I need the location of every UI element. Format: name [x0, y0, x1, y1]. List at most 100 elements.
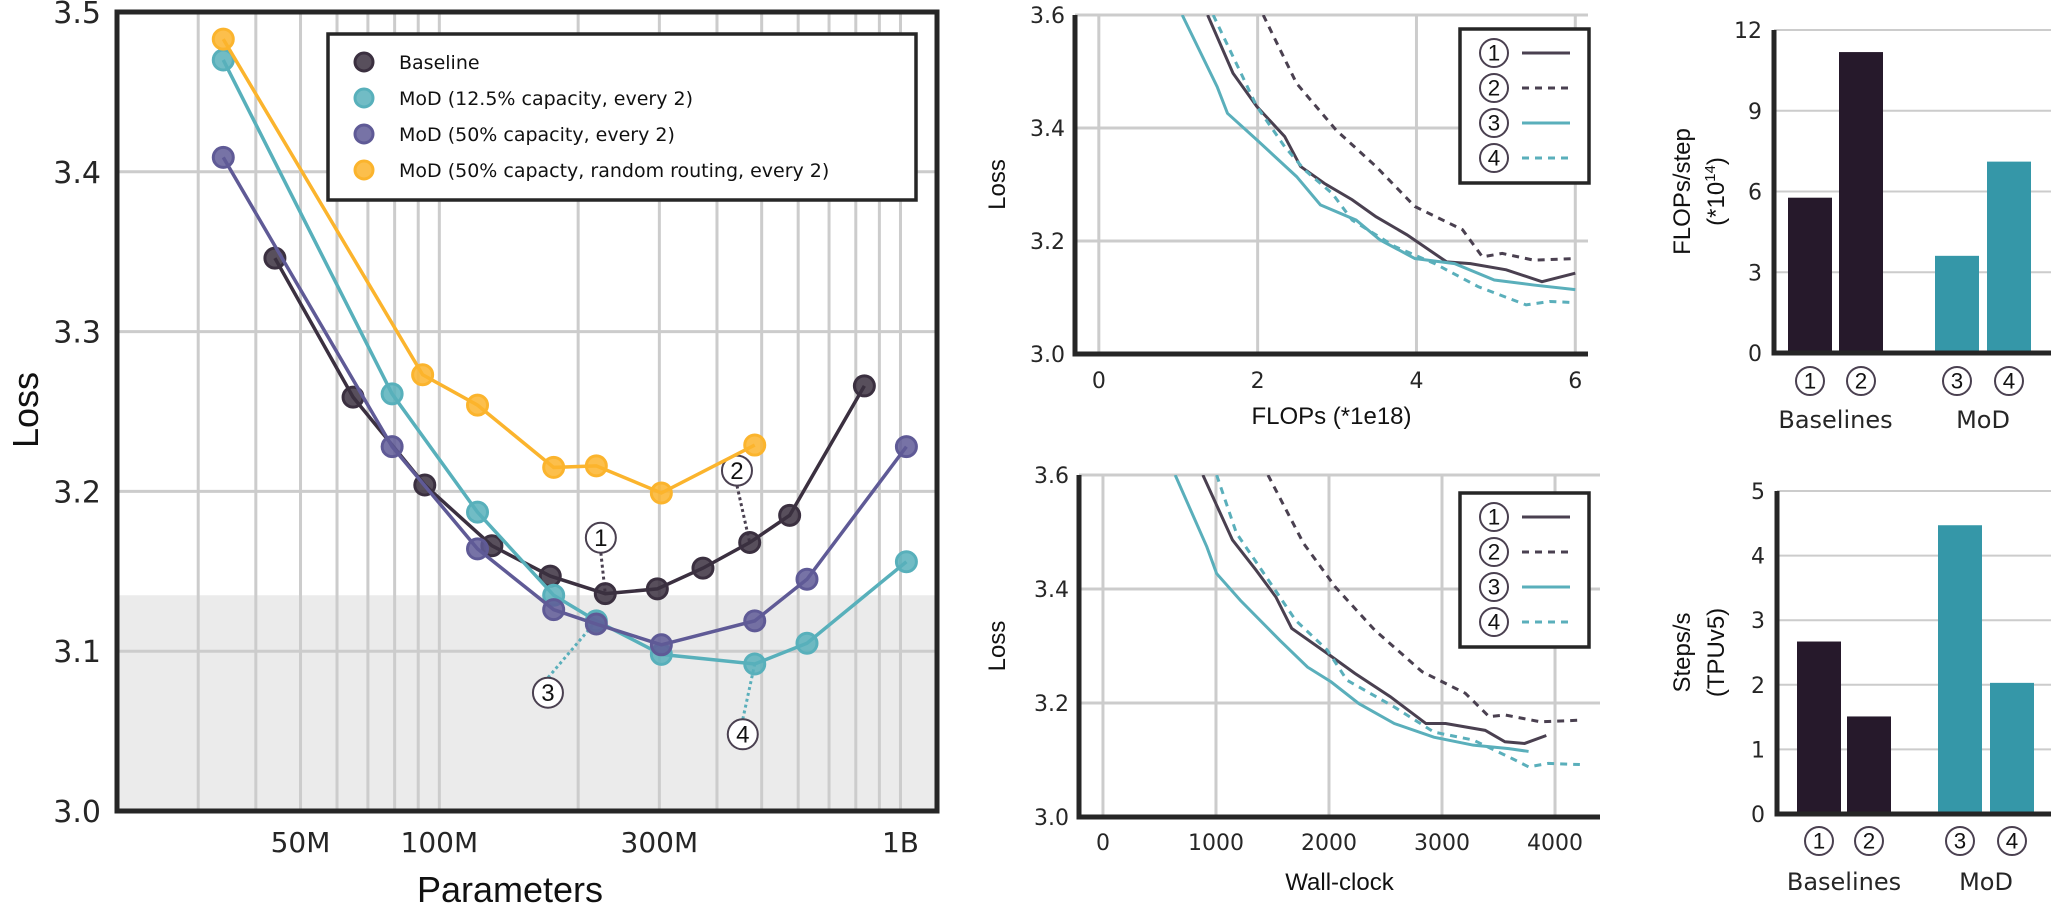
data-point	[743, 652, 767, 676]
data-point	[894, 435, 918, 459]
x-tick-label: 0	[1096, 831, 1110, 856]
series-line-2	[1261, 15, 1576, 262]
legend-marker-3: 3	[1479, 108, 1509, 138]
bar-3	[1935, 255, 1979, 353]
legend-marker	[353, 159, 375, 181]
legend-marker-4: 4	[1479, 607, 1509, 637]
legend-marker-1: 1	[1479, 502, 1509, 532]
circle-marker	[1942, 366, 1972, 396]
series-line-2	[1266, 475, 1582, 724]
circle-number: 2	[1855, 369, 1867, 394]
bar-2	[1847, 716, 1891, 814]
legend-marker	[353, 87, 375, 109]
series-line	[273, 257, 866, 596]
x-tick-label: 2000	[1301, 831, 1357, 856]
data-point	[649, 633, 673, 657]
y-tick-label: 3	[1748, 261, 1762, 286]
circle-number: 4	[2006, 829, 2018, 854]
y-tick-label: 0	[1748, 342, 1762, 367]
legend-label: MoD (12.5% capacity, every 2)	[399, 88, 693, 110]
y-tick-label: 3.0	[1034, 806, 1069, 831]
y-axis-label: Loss	[5, 372, 46, 448]
circle-marker	[1479, 38, 1509, 68]
axis-spines	[1072, 15, 1588, 357]
legend-marker-2: 2	[1479, 537, 1509, 567]
x-axis-label: Wall-clock	[1285, 869, 1394, 896]
y-tick-label: 3.3	[53, 316, 101, 351]
y-tick-label: 5	[1751, 480, 1765, 505]
circle-number: 4	[2003, 369, 2015, 394]
bar-2	[1839, 52, 1883, 354]
legend-label: MoD (50% capacity, every 2)	[399, 124, 675, 146]
data-point	[894, 550, 918, 574]
legend: 1 2 3 4	[1458, 27, 1591, 185]
legend-label: MoD (50% capacty, random routing, every …	[399, 160, 829, 182]
plot-frame	[114, 9, 940, 814]
data-point	[411, 363, 435, 387]
x-tick-label: 100M	[401, 826, 479, 859]
bar-category-2: 2	[1846, 366, 1876, 396]
bar-category-4: 4	[1997, 826, 2027, 856]
y-tick-label: 3	[1751, 609, 1765, 634]
circle-marker	[1479, 143, 1509, 173]
data-point	[649, 481, 673, 505]
x-tick-label: 300M	[621, 826, 699, 859]
circle-marker	[1804, 826, 1834, 856]
data-point	[380, 382, 404, 406]
circle-marker	[726, 718, 759, 751]
group-label-baselines: Baselines	[1787, 868, 1901, 896]
circle-number: 4	[1488, 610, 1500, 635]
steps-per-second-chart: 0 1 2 3 4 5 1 2 3 4 Baselines MoD Steps/s (TPUv5)	[1669, 480, 2051, 896]
bar-3	[1938, 525, 1982, 814]
data-point	[466, 500, 490, 524]
x-tick-label: 3000	[1414, 831, 1470, 856]
wallclock-loss-chart: 0 1000 2000 3000 4000 3.0 3.2 3.4 3.6 Wall-clock L…	[984, 464, 1600, 896]
data-point	[542, 598, 566, 622]
unit-text: (TPUv5)	[1703, 608, 1730, 697]
annotation-leader-line	[599, 552, 607, 594]
legend-box	[326, 32, 918, 202]
unit-text-end: )	[1703, 157, 1730, 165]
circle-marker	[1994, 366, 2024, 396]
circle-marker	[1795, 366, 1825, 396]
group-label-mod: MoD	[1959, 868, 2013, 896]
legend: Baseline MoD (12.5% capacity, every 2) MoD…	[326, 32, 918, 202]
series-line-3	[1180, 15, 1576, 292]
circle-marker	[584, 521, 617, 554]
circle-number: 4	[1488, 146, 1500, 171]
y-tick-label: 4	[1751, 545, 1765, 570]
x-tick-label: 4	[1409, 369, 1423, 394]
x-tick-label: 6	[1568, 369, 1582, 394]
circle-number: 3	[1488, 575, 1500, 600]
x-tick-label: 4000	[1527, 831, 1583, 856]
annotation-1: 1	[584, 521, 617, 554]
circle-marker	[1479, 572, 1509, 602]
circle-number: 3	[1488, 111, 1500, 136]
legend-marker	[353, 51, 375, 73]
circle-number: 1	[594, 525, 607, 552]
y-tick-label: 2	[1751, 674, 1765, 699]
circle-number: 1	[1488, 41, 1500, 66]
unit-text: (*10	[1703, 182, 1730, 226]
y-tick-label: 3.0	[1030, 343, 1065, 368]
circle-marker	[1854, 826, 1884, 856]
circle-marker	[1479, 73, 1509, 103]
group-label-baselines: Baselines	[1778, 406, 1892, 434]
circle-number: 4	[736, 722, 749, 749]
annotation-3: 3	[531, 676, 564, 709]
y-tick-label: 12	[1734, 19, 1762, 44]
circle-number: 3	[1951, 369, 1963, 394]
data-point	[738, 531, 762, 555]
circle-number: 3	[541, 680, 554, 707]
data-point	[584, 454, 608, 478]
data-point	[743, 433, 767, 457]
data-point	[743, 609, 767, 633]
x-axis-label: FLOPs (*1e18)	[1251, 403, 1411, 430]
data-point	[542, 455, 566, 479]
series-line-4	[1211, 15, 1576, 307]
y-axis-label-unit: (TPUv5)	[1703, 608, 1730, 697]
unit-superscript: 14	[1702, 165, 1719, 182]
main-chart: 3.0 3.1 3.2 3.3 3.4 3.5 50M 100M 300M 1B Parameter…	[5, 0, 940, 910]
y-tick-label: 3.4	[1034, 578, 1069, 603]
